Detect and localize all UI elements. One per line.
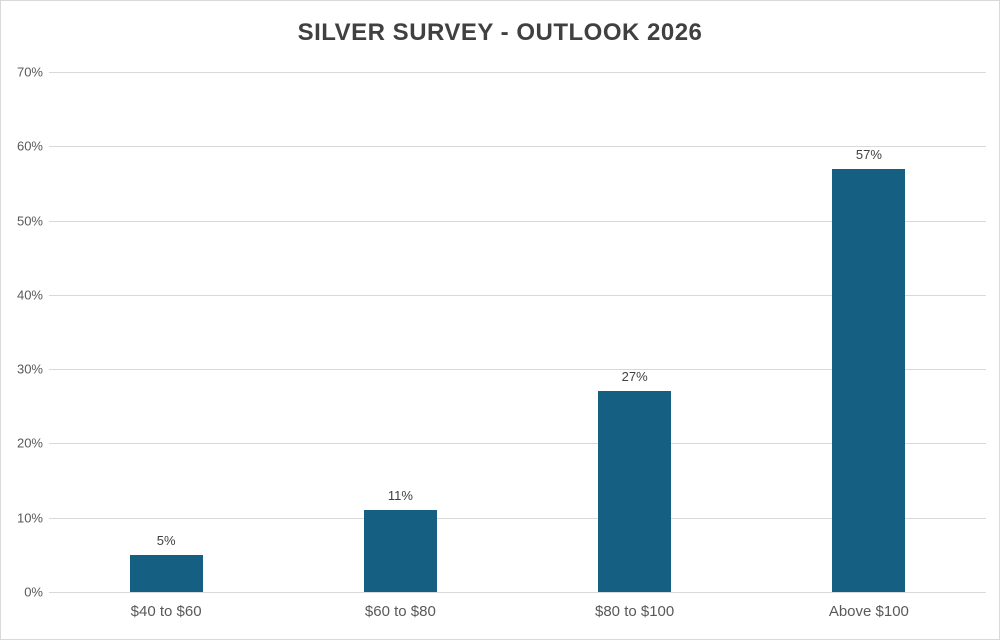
y-axis-tick-label: 50% — [16, 213, 43, 229]
gridline — [49, 146, 986, 148]
x-axis-category-label: $60 to $80 — [364, 603, 436, 620]
x-axis-category-labels: $40 to $60 $60 to $80 $80 to $100 Above $10… — [49, 603, 986, 627]
gridline — [49, 369, 986, 371]
gridline — [49, 294, 986, 296]
gridline — [49, 592, 986, 593]
y-axis-tick-label: 10% — [16, 510, 43, 526]
y-axis-tick-label: 0% — [24, 584, 43, 600]
bar-value-label: 11% — [387, 488, 413, 504]
bar-3 — [598, 391, 672, 592]
y-axis-tick-label: 60% — [16, 138, 43, 154]
bar-value-label: 27% — [621, 369, 648, 385]
bar-value-label: 5% — [156, 532, 176, 548]
plot-area: 5% 11% 27% 57% — [49, 72, 986, 593]
bar-value-label: 57% — [855, 146, 882, 162]
chart-title: SILVER SURVEY - OUTLOOK 2026 — [297, 19, 703, 46]
gridline — [49, 517, 986, 519]
bar-1 — [129, 554, 203, 592]
y-axis-tick-label: 70% — [16, 64, 43, 80]
gridline — [49, 220, 986, 222]
y-axis-tick-label: 20% — [16, 435, 43, 451]
y-axis-tick-label: 40% — [16, 287, 43, 303]
gridline — [49, 72, 986, 73]
y-axis-tick-label: 30% — [16, 361, 43, 377]
y-axis-tick-labels: 0% 10% 20% 30% 40% 50% 60% 70% — [1, 65, 43, 600]
x-axis-category-label: $40 to $60 — [130, 603, 202, 620]
bar-4 — [832, 168, 906, 592]
x-axis-category-label: $80 to $100 — [595, 603, 675, 620]
gridline — [49, 443, 986, 445]
bar-2 — [363, 510, 437, 592]
x-axis-category-label: Above $100 — [828, 603, 909, 620]
